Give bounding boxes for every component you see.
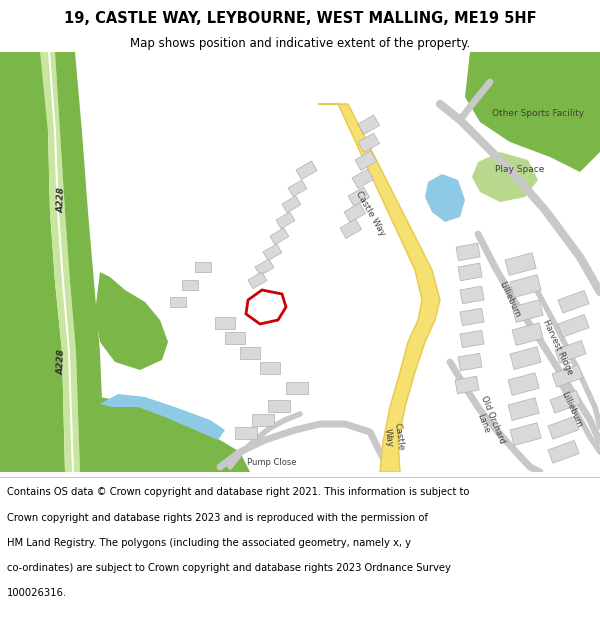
- Text: A228: A228: [57, 349, 67, 375]
- Text: 100026316.: 100026316.: [7, 588, 67, 598]
- Text: 19, CASTLE WAY, LEYBOURNE, WEST MALLING, ME19 5HF: 19, CASTLE WAY, LEYBOURNE, WEST MALLING,…: [64, 11, 536, 26]
- Bar: [460, 286, 484, 304]
- Text: Lillieburn: Lillieburn: [498, 281, 522, 319]
- Polygon shape: [0, 52, 20, 472]
- Bar: [340, 219, 362, 238]
- Bar: [255, 259, 274, 276]
- Text: Harvest Ridge: Harvest Ridge: [541, 318, 575, 376]
- Bar: [288, 180, 307, 197]
- Bar: [225, 332, 245, 344]
- Text: Map shows position and indicative extent of the property.: Map shows position and indicative extent…: [130, 38, 470, 51]
- Bar: [170, 297, 186, 307]
- Text: Castle
Way: Castle Way: [382, 422, 406, 452]
- Bar: [215, 317, 235, 329]
- Bar: [263, 244, 282, 261]
- Bar: [555, 341, 586, 363]
- Text: Pump Close: Pump Close: [247, 458, 297, 467]
- Polygon shape: [48, 52, 74, 472]
- Bar: [268, 400, 290, 412]
- Text: Lillieburn: Lillieburn: [560, 391, 584, 429]
- Polygon shape: [55, 52, 105, 472]
- Text: Contains OS data © Crown copyright and database right 2021. This information is : Contains OS data © Crown copyright and d…: [7, 488, 470, 498]
- Polygon shape: [100, 394, 225, 440]
- Polygon shape: [318, 104, 440, 472]
- Bar: [548, 441, 579, 463]
- Bar: [460, 308, 484, 326]
- Bar: [512, 322, 543, 346]
- Bar: [505, 253, 536, 276]
- Bar: [195, 262, 211, 272]
- Bar: [456, 243, 480, 261]
- Bar: [458, 353, 482, 371]
- Bar: [508, 372, 539, 396]
- Polygon shape: [40, 52, 80, 472]
- Bar: [355, 151, 377, 171]
- Polygon shape: [90, 397, 250, 472]
- Polygon shape: [0, 52, 55, 172]
- Bar: [512, 300, 543, 322]
- Bar: [352, 169, 374, 188]
- Bar: [558, 291, 589, 313]
- Bar: [344, 203, 365, 222]
- Bar: [460, 330, 484, 348]
- Text: A228: A228: [57, 187, 67, 213]
- Polygon shape: [425, 174, 465, 222]
- Polygon shape: [0, 52, 65, 472]
- Bar: [276, 212, 295, 229]
- Polygon shape: [472, 152, 538, 202]
- Bar: [182, 280, 198, 290]
- Bar: [260, 362, 280, 374]
- Bar: [508, 398, 539, 421]
- Text: Old Orchard
Lane: Old Orchard Lane: [469, 395, 506, 449]
- Bar: [552, 364, 583, 387]
- Bar: [458, 263, 482, 281]
- Polygon shape: [465, 52, 600, 172]
- Text: Castle Way: Castle Way: [353, 190, 386, 238]
- Bar: [348, 187, 370, 206]
- Bar: [358, 133, 380, 152]
- Bar: [270, 228, 289, 244]
- Text: co-ordinates) are subject to Crown copyright and database rights 2023 Ordnance S: co-ordinates) are subject to Crown copyr…: [7, 563, 451, 573]
- Bar: [510, 275, 541, 298]
- Text: HM Land Registry. The polygons (including the associated geometry, namely x, y: HM Land Registry. The polygons (includin…: [7, 538, 411, 548]
- Bar: [252, 414, 274, 426]
- Text: Crown copyright and database rights 2023 and is reproduced with the permission o: Crown copyright and database rights 2023…: [7, 512, 428, 522]
- Bar: [296, 161, 317, 179]
- Bar: [550, 391, 581, 413]
- Polygon shape: [0, 52, 28, 472]
- Text: Play Space: Play Space: [496, 166, 545, 174]
- Bar: [235, 427, 257, 439]
- Bar: [286, 382, 308, 394]
- Bar: [240, 347, 260, 359]
- Text: Other Sports Facility: Other Sports Facility: [492, 109, 584, 119]
- Bar: [282, 196, 301, 212]
- Bar: [548, 416, 579, 439]
- Bar: [510, 422, 541, 446]
- Bar: [358, 115, 380, 134]
- Polygon shape: [95, 272, 168, 370]
- Bar: [248, 272, 267, 289]
- Bar: [510, 347, 541, 369]
- Bar: [558, 314, 589, 337]
- Bar: [455, 376, 479, 394]
